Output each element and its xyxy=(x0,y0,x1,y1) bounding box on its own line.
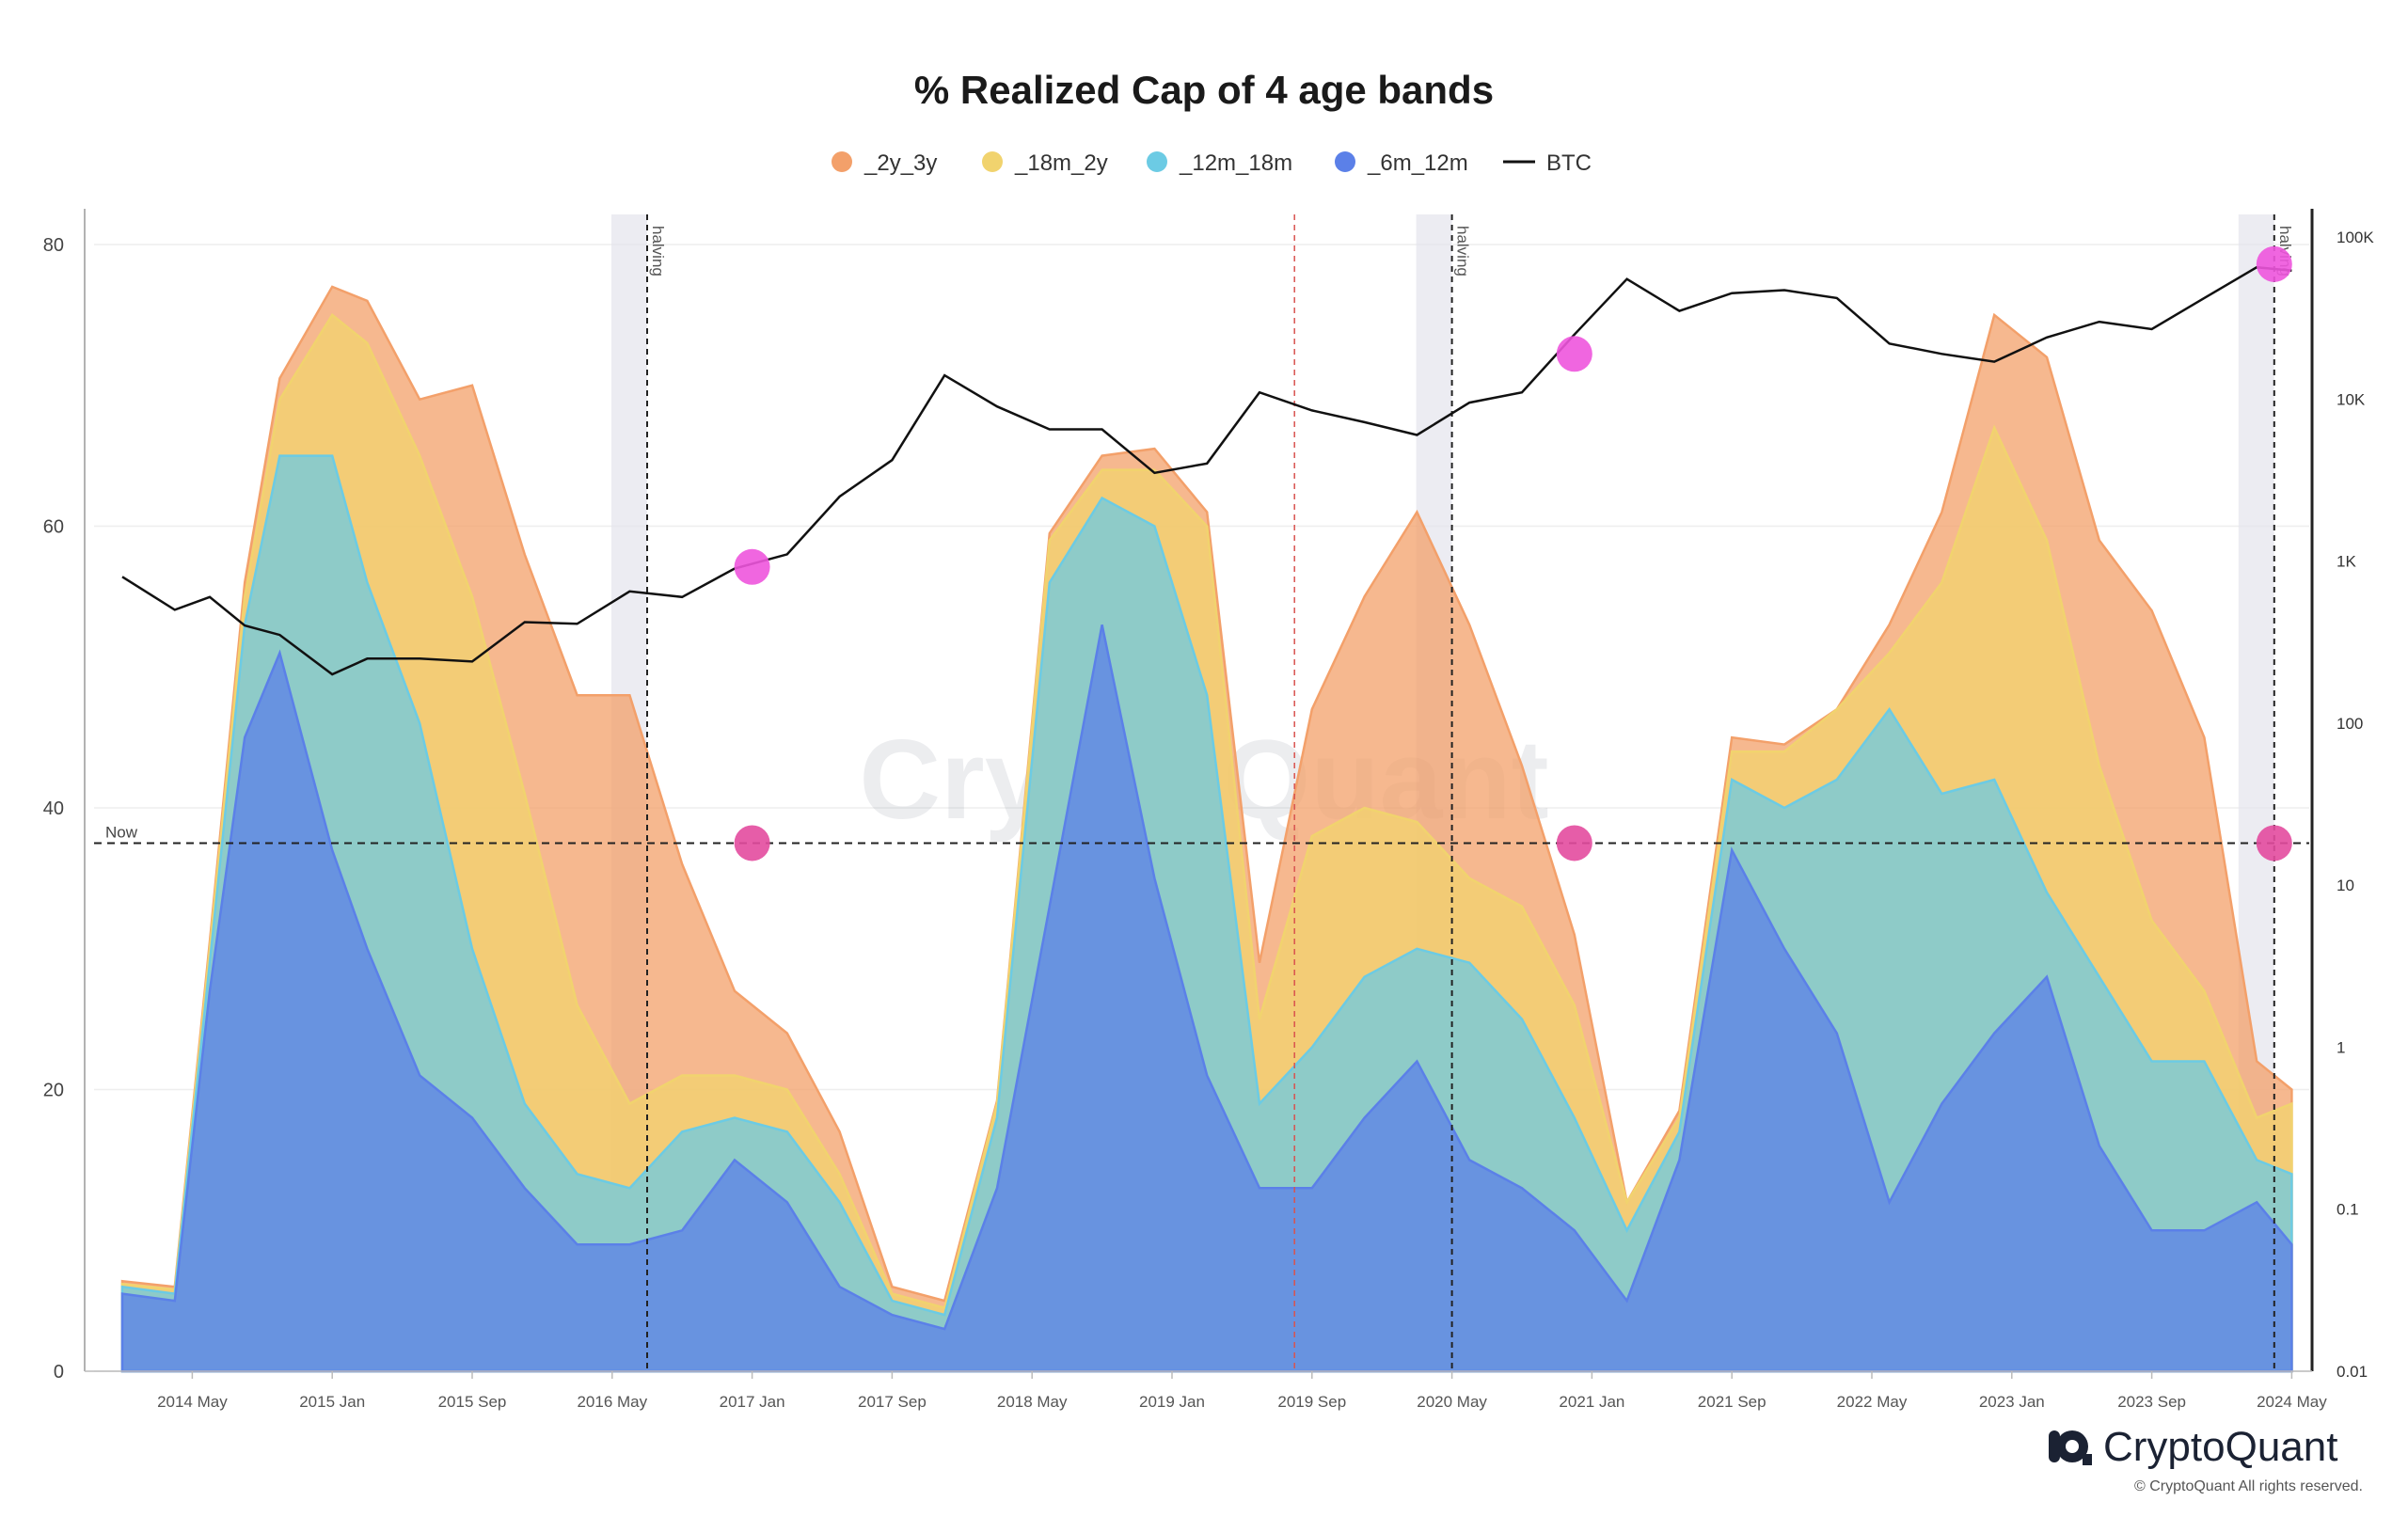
legend-label: _18m_2y xyxy=(1014,150,1108,176)
x-tick-label: 2022 May xyxy=(1837,1393,1908,1411)
x-tick-label: 2021 Jan xyxy=(1559,1393,1624,1411)
chart-title: % Realized Cap of 4 age bands xyxy=(914,68,1494,112)
right-axis-ticks: 0.01 0.1 1 10 100 1K 10K 100K xyxy=(2337,229,2374,1381)
left-axis-ticks: 0 20 40 60 80 xyxy=(43,235,64,1383)
x-tick-label: 2017 Sep xyxy=(858,1393,927,1411)
now-label: Now xyxy=(105,823,138,841)
stacked-areas xyxy=(120,285,2293,1373)
right-tick-label: 10 xyxy=(2337,877,2354,894)
x-tick-label: 2021 Sep xyxy=(1698,1393,1766,1411)
x-tick-label: 2015 Sep xyxy=(438,1393,507,1411)
markers xyxy=(734,245,2292,861)
x-tick-label: 2014 May xyxy=(157,1393,228,1411)
halving-label: halving xyxy=(1454,226,1472,277)
legend-item: _12m_18m xyxy=(1147,150,1292,176)
logo-text: CryptoQuant xyxy=(2103,1424,2337,1470)
left-tick-label: 80 xyxy=(43,235,64,256)
right-tick-label: 100 xyxy=(2337,715,2363,733)
logo-icon xyxy=(2049,1430,2092,1465)
copyright: © CryptoQuant All rights reserved. xyxy=(2134,1478,2363,1494)
legend-swatch xyxy=(1147,151,1167,172)
x-tick-label: 2019 Jan xyxy=(1139,1393,1205,1411)
cryptoquant-logo: CryptoQuant xyxy=(2049,1424,2337,1470)
x-tick-label: 2015 Jan xyxy=(299,1393,365,1411)
legend-label: _2y_3y xyxy=(863,150,937,176)
halving-label: halving xyxy=(649,226,667,277)
x-tick-label: 2020 May xyxy=(1417,1393,1487,1411)
marker-dot xyxy=(734,548,770,585)
marker-dot xyxy=(2256,825,2292,861)
right-tick-label: 1K xyxy=(2337,553,2356,571)
area-6m12m xyxy=(120,624,2293,1373)
marker-dot xyxy=(734,825,770,861)
legend-swatch xyxy=(982,151,1003,172)
x-tick-label: 2023 Jan xyxy=(1979,1393,2045,1411)
legend-item: _6m_12m xyxy=(1335,150,1468,176)
marker-dot xyxy=(1556,825,1592,861)
legend-label: BTC xyxy=(1546,150,1592,176)
legend-swatch xyxy=(1335,151,1355,172)
x-tick-label: 2023 Sep xyxy=(2117,1393,2186,1411)
marker-dot xyxy=(1556,336,1592,372)
legend-label: _6m_12m xyxy=(1367,150,1468,176)
x-tick-label: 2024 May xyxy=(2257,1393,2327,1411)
right-tick-label: 0.1 xyxy=(2337,1201,2359,1219)
x-tick-label: 2017 Jan xyxy=(720,1393,785,1411)
x-axis-ticks: 2014 May 2015 Jan 2015 Sep 2016 May 2017 Jan… xyxy=(157,1371,2327,1411)
legend-item: _18m_2y xyxy=(982,150,1108,176)
legend-label: _12m_18m xyxy=(1179,150,1292,176)
right-tick-label: 0.01 xyxy=(2337,1363,2368,1381)
right-tick-label: 10K xyxy=(2337,390,2366,408)
axes xyxy=(84,209,2314,1372)
legend-swatch xyxy=(832,151,852,172)
btc-line xyxy=(121,265,2292,676)
x-tick-label: 2019 Sep xyxy=(1277,1393,1346,1411)
legend: _2y_3y _18m_2y _12m_18m _6m_12m BTC xyxy=(832,150,1592,176)
left-tick-label: 60 xyxy=(43,517,64,538)
marker-dot xyxy=(2256,245,2292,282)
right-tick-label: 1 xyxy=(2337,1038,2345,1056)
legend-item: _2y_3y xyxy=(832,150,937,176)
now-line: Now xyxy=(94,823,2309,845)
left-tick-label: 20 xyxy=(43,1081,64,1101)
left-tick-label: 0 xyxy=(54,1362,64,1383)
x-tick-label: 2016 May xyxy=(577,1393,647,1411)
x-tick-label: 2018 May xyxy=(997,1393,1068,1411)
right-tick-label: 100K xyxy=(2337,229,2374,246)
legend-item: BTC xyxy=(1503,150,1592,176)
left-tick-label: 40 xyxy=(43,798,64,819)
